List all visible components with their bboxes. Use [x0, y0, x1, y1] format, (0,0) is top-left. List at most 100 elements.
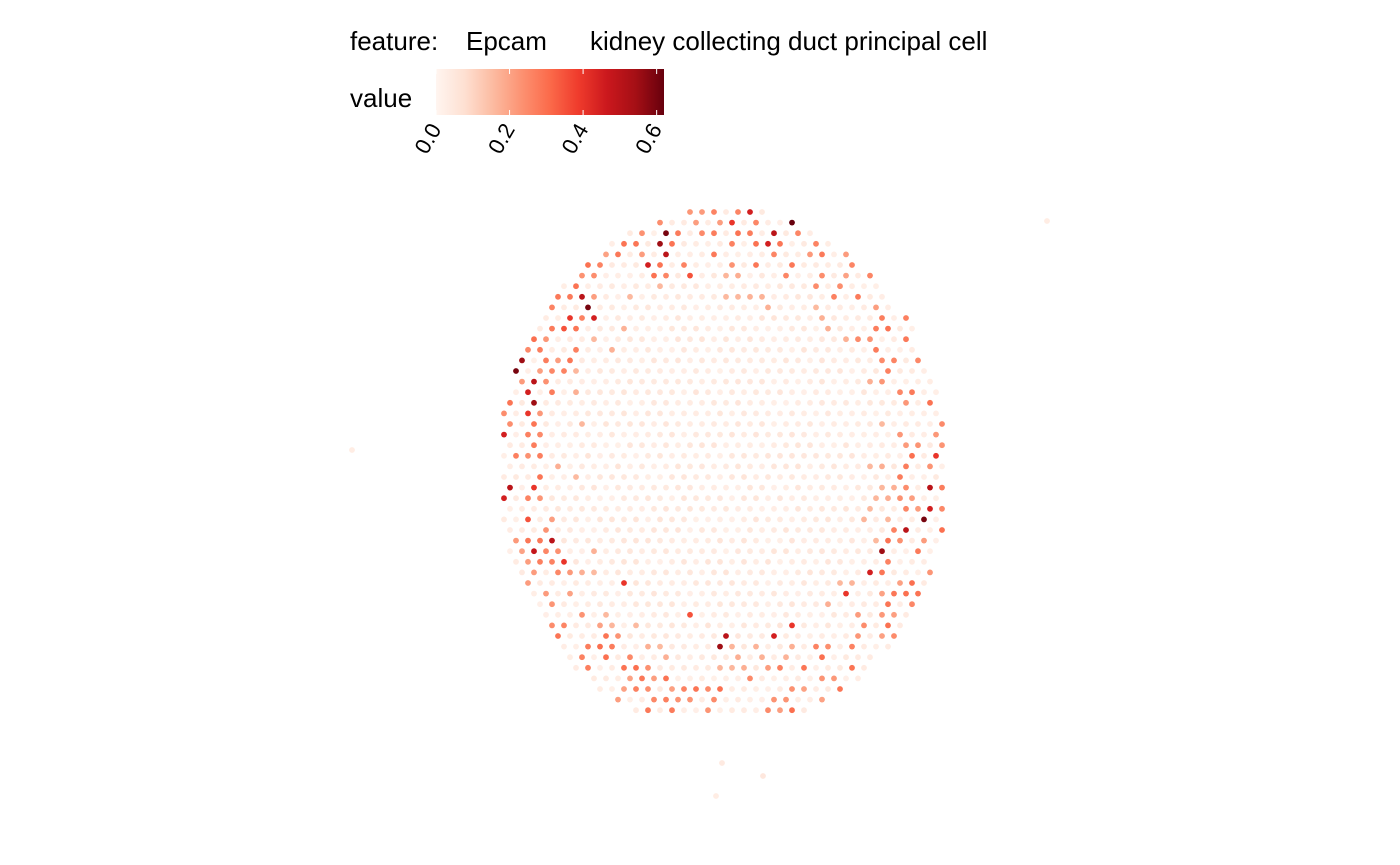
spot-point — [867, 548, 873, 555]
spot-point — [639, 527, 645, 533]
spot-point — [855, 293, 861, 300]
spot-point — [801, 283, 807, 290]
spot-point — [831, 272, 837, 279]
spot-point — [681, 240, 687, 247]
spot-point — [723, 633, 729, 639]
spot-point — [777, 368, 783, 374]
spot-point — [849, 325, 855, 332]
spot-point — [699, 421, 705, 427]
spot-point — [579, 463, 585, 470]
spot-point — [603, 590, 609, 597]
spot-point — [729, 283, 735, 290]
spot-point — [537, 601, 543, 608]
spot-point — [717, 325, 723, 332]
spot-point — [633, 516, 639, 523]
spot-point — [801, 368, 807, 374]
spot-point — [735, 505, 741, 512]
spot-point — [777, 622, 783, 629]
spot-point — [783, 399, 789, 406]
spot-point — [885, 410, 891, 417]
spot-point — [903, 569, 909, 576]
spot-point — [741, 686, 747, 692]
spot-point — [843, 569, 849, 576]
spot-point — [819, 399, 825, 406]
spot-point — [639, 569, 645, 576]
spot-point — [621, 325, 627, 332]
spot-point — [813, 580, 819, 586]
spot-point — [669, 219, 675, 226]
spot-point — [705, 643, 711, 650]
spot-point — [675, 421, 681, 427]
spot-point — [597, 262, 603, 268]
spot-point — [567, 548, 573, 555]
spot-point — [687, 209, 693, 215]
spot-point — [831, 399, 837, 406]
spot-point — [675, 696, 681, 703]
spot-point — [789, 537, 795, 544]
spot-point — [879, 505, 885, 512]
spot-point — [717, 452, 723, 459]
spot-point — [795, 548, 801, 555]
spot-point — [801, 389, 807, 396]
spot-point — [909, 325, 915, 332]
spot-point — [585, 431, 591, 438]
spot-point — [723, 654, 729, 661]
spot-point — [675, 315, 681, 321]
spot-point — [645, 368, 651, 374]
spot-point — [747, 548, 753, 555]
spot-point — [867, 399, 873, 406]
spot-point — [843, 484, 849, 491]
spot-point — [633, 664, 639, 671]
spot-point — [651, 272, 657, 279]
spot-point — [813, 495, 819, 502]
spot-point — [561, 580, 567, 586]
spot-point — [825, 283, 831, 290]
spot-point — [921, 537, 927, 544]
spot-point — [753, 474, 759, 480]
spot-point — [609, 240, 615, 247]
spot-point — [681, 431, 687, 438]
spot-point — [663, 548, 669, 555]
spot-point — [519, 357, 525, 364]
spot-point — [753, 452, 759, 459]
spot-point — [531, 548, 537, 555]
spot-point — [615, 293, 621, 300]
spot-point — [633, 452, 639, 459]
spot-point — [795, 272, 801, 279]
spot-point — [675, 399, 681, 406]
spot-point — [915, 442, 921, 449]
spot-point — [669, 346, 675, 353]
spot-point — [621, 346, 627, 353]
spot-point — [681, 283, 687, 290]
spot-point — [591, 654, 597, 661]
spot-point — [519, 484, 525, 491]
spot-point — [843, 548, 849, 555]
spot-point — [555, 378, 561, 385]
spot-point — [759, 442, 765, 449]
spot-point — [723, 548, 729, 555]
spot-point — [723, 463, 729, 470]
spot-point — [573, 474, 579, 480]
spot-point — [651, 590, 657, 597]
spot-point — [519, 569, 525, 576]
spot-point — [783, 442, 789, 449]
spot-point — [669, 410, 675, 417]
spot-point — [621, 622, 627, 629]
spot-point — [927, 378, 933, 385]
spot-point — [891, 421, 897, 427]
spot-point — [867, 569, 873, 576]
spot-point — [783, 611, 789, 618]
spot-point — [879, 315, 885, 321]
spot-point — [561, 389, 567, 396]
spot-point — [765, 346, 771, 353]
spot-point — [729, 389, 735, 396]
spot-point — [717, 283, 723, 290]
spot-point — [645, 622, 651, 629]
spot-point — [651, 251, 657, 258]
spot-point — [897, 622, 903, 629]
spot-point — [579, 505, 585, 512]
spot-point — [621, 262, 627, 268]
spot-point — [591, 633, 597, 639]
spot-point — [711, 230, 717, 237]
spot-point — [789, 431, 795, 438]
